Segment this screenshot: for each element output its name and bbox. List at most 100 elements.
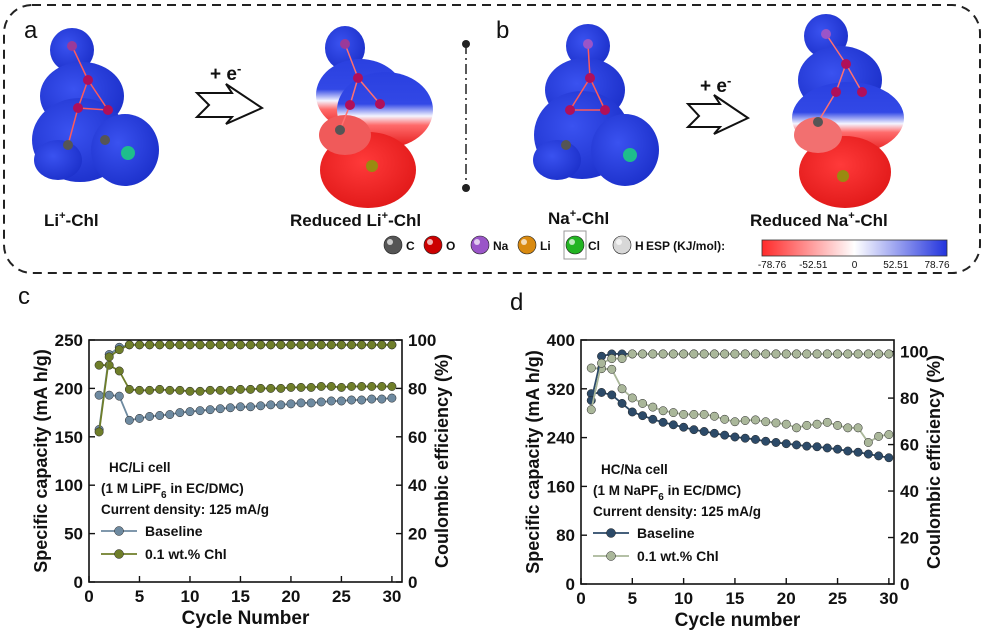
data-point	[720, 349, 730, 359]
data-point	[874, 431, 884, 441]
data-point	[357, 395, 367, 405]
y-tick-label: 0	[74, 573, 83, 592]
data-point	[853, 447, 863, 457]
data-point	[145, 385, 155, 395]
reduced-na-chl-molecule	[792, 14, 904, 208]
atom-cl-label: Cl	[588, 239, 600, 253]
data-point	[215, 385, 225, 395]
esp-tick-label: -78.76	[758, 260, 787, 271]
data-point	[617, 384, 627, 394]
data-point	[165, 340, 175, 350]
data-point	[812, 349, 822, 359]
data-point	[326, 396, 336, 406]
atom-na-label: Na	[493, 239, 509, 253]
data-point	[617, 398, 627, 408]
y2-tick-label: 0	[900, 575, 909, 594]
data-point	[597, 358, 606, 368]
data-point	[586, 405, 596, 415]
data-point	[802, 349, 812, 359]
data-point	[689, 349, 699, 359]
legend-marker	[114, 549, 124, 559]
data-point	[205, 405, 215, 415]
data-point	[822, 349, 832, 359]
x-tick-label: 25	[828, 589, 847, 608]
data-point	[225, 340, 235, 350]
data-point	[812, 419, 822, 429]
panel-label-a: a	[24, 17, 38, 44]
y2-axis-label: Coulombic efficiency (%)	[924, 355, 944, 569]
atom-h-label: H	[635, 239, 644, 253]
esp-tick-label: -52.51	[799, 260, 828, 271]
data-point	[607, 364, 617, 374]
y-tick-label: 100	[55, 476, 83, 495]
reduced-li-chl-molecule	[316, 26, 433, 208]
data-point	[377, 340, 387, 350]
data-point	[215, 340, 225, 350]
data-point	[94, 390, 104, 400]
data-point	[792, 349, 801, 359]
data-point	[689, 425, 699, 435]
data-point	[124, 340, 134, 350]
x-tick-label: 25	[332, 587, 351, 606]
annotation-cell: HC/Na cell	[601, 462, 668, 477]
x-tick-label: 20	[777, 589, 796, 608]
data-point	[316, 340, 326, 350]
data-point	[326, 340, 336, 350]
x-tick-label: 0	[576, 589, 585, 608]
data-point	[165, 385, 175, 395]
data-point	[286, 382, 296, 392]
annotation-current-density: Current density: 125 mA/g	[101, 502, 269, 517]
annotation-cell: HC/Li cell	[109, 460, 171, 475]
li-chl-molecule	[32, 28, 159, 186]
data-point	[296, 340, 306, 350]
atom-c-label: C	[406, 239, 415, 253]
data-point	[145, 340, 155, 350]
data-point	[135, 385, 144, 395]
data-point	[792, 440, 801, 450]
y2-tick-label: 0	[408, 573, 417, 592]
series-line	[590, 352, 889, 401]
data-point	[761, 349, 771, 359]
li-chl-label: Li+-Chl	[44, 210, 99, 230]
data-point	[740, 433, 750, 443]
data-point	[740, 416, 750, 425]
data-point	[884, 453, 894, 463]
panel-label-b: b	[496, 17, 509, 44]
data-point	[751, 415, 760, 425]
chart-c: 0 5 10 15 20 25 30 0 50 100 150 200 250 0 20 40 60 80 100 C…	[31, 331, 452, 629]
data-point	[648, 349, 658, 359]
data-point	[155, 340, 165, 350]
data-point	[175, 385, 185, 395]
legend-label: Baseline	[637, 525, 695, 541]
data-point	[781, 349, 791, 359]
data-point	[205, 340, 215, 350]
data-point	[761, 417, 771, 427]
x-tick-label: 10	[674, 589, 693, 608]
data-point	[627, 393, 637, 403]
data-point	[347, 395, 356, 405]
data-point	[94, 427, 104, 437]
atom-cl-swatch	[565, 235, 585, 255]
data-point	[699, 427, 709, 436]
series-line	[591, 367, 890, 444]
x-tick-label: 5	[628, 589, 637, 608]
data-point	[627, 407, 637, 417]
data-point	[658, 349, 668, 359]
data-point	[246, 384, 255, 394]
data-point	[276, 340, 286, 350]
data-point	[802, 420, 812, 430]
data-point	[256, 383, 266, 393]
y2-tick-label: 100	[408, 331, 436, 350]
data-point	[246, 340, 255, 350]
data-point	[720, 414, 730, 424]
y2-tick-label: 100	[900, 343, 928, 362]
legend-marker	[606, 528, 616, 538]
y2-tick-label: 40	[408, 476, 427, 495]
panel-label-d: d	[510, 289, 523, 316]
y2-tick-label: 40	[900, 482, 919, 501]
data-point	[357, 340, 367, 350]
data-point	[781, 419, 791, 429]
legend-label: 0.1 wt.% Chl	[145, 546, 227, 562]
data-point	[607, 354, 617, 364]
data-point	[387, 382, 397, 391]
